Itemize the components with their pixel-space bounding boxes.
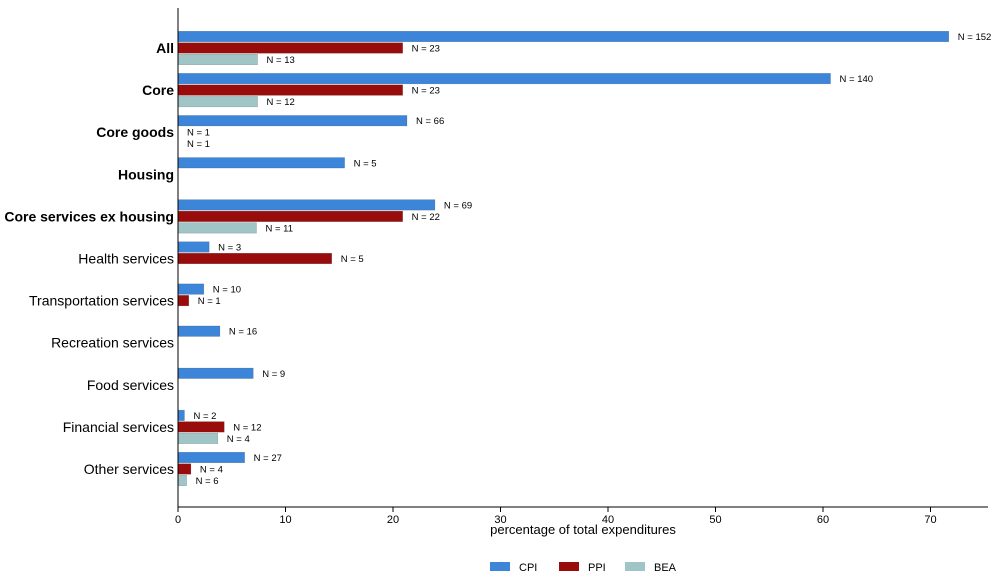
legend: CPI PPI BEA [490,562,677,574]
bar-cpi-core-services-ex-housing [177,199,436,211]
category-label-financial-services: Financial services [63,419,174,435]
x-axis-title: percentage of total expenditures [490,522,676,537]
bar-label-ppi-health-services: N = 5 [341,254,364,265]
bar-label-ppi-other-services: N = 4 [200,465,223,476]
bar-label-bea-core-services-ex-housing: N = 11 [265,223,293,234]
bar-label-cpi-food-services: N = 9 [262,369,285,380]
legend-label-ppi: PPI [588,562,606,574]
bar-label-cpi-other-services: N = 27 [254,453,282,464]
bar-label-ppi-all: N = 23 [412,44,440,55]
legend-swatch-bea [625,562,645,571]
category-label-core: Core [142,82,174,98]
bar-ppi-transportation-services [177,295,189,307]
category-label-core-goods: Core goods [96,124,174,140]
bar-ppi-health-services [177,253,332,264]
bar-ppi-core-services-ex-housing [177,210,403,222]
bar-label-cpi-transportation-services: N = 10 [213,285,241,296]
legend-label-cpi: CPI [519,562,537,574]
x-tick-label-60: 60 [817,514,829,526]
bar-cpi-housing [177,157,345,169]
bar-label-bea-core-goods: N = 1 [187,139,210,150]
bar-label-cpi-core: N = 140 [840,74,874,85]
bar-ppi-other-services [177,463,192,475]
x-tick-label-10: 10 [279,514,291,526]
bar-ppi-all [177,42,403,54]
bar-label-bea-financial-services: N = 4 [227,434,250,445]
bar-cpi-health-services [177,241,210,253]
category-label-food-services: Food services [87,377,174,393]
bar-label-bea-core: N = 12 [267,97,295,108]
x-tick-label-40: 40 [602,514,614,526]
bar-label-bea-all: N = 13 [267,55,295,66]
bar-bea-financial-services [177,432,219,444]
category-labels-layer: All Core Core goods Housing Core services ex… [4,40,174,477]
bar-bea-all [177,54,258,65]
bar-cpi-financial-services [177,409,185,421]
bar-ppi-core [177,84,403,96]
bar-label-cpi-all: N = 152 [958,32,992,43]
bar-bea-core-services-ex-housing [177,222,257,234]
legend-swatch-ppi [559,562,579,571]
x-ticks-layer: 0 10 20 30 40 50 60 70 [175,507,937,526]
x-tick-label-70: 70 [924,514,936,526]
bar-label-ppi-transportation-services: N = 1 [198,296,221,307]
bar-label-ppi-core: N = 23 [412,86,440,97]
category-label-health-services: Health services [78,251,174,267]
bar-label-cpi-core-goods: N = 66 [416,116,444,127]
axes-layer [177,8,988,508]
bar-label-cpi-core-services-ex-housing: N = 69 [444,200,472,211]
category-label-core-services-ex-housing: Core services ex housing [4,208,174,224]
bar-cpi-all [177,31,950,42]
x-tick-label-0: 0 [175,514,181,526]
bar-cpi-core [177,73,831,85]
bars-layer [177,31,950,486]
legend-swatch-cpi [490,562,510,571]
bar-cpi-food-services [177,367,254,379]
bar-bea-other-services [177,475,187,486]
legend-label-bea: BEA [654,562,677,574]
bar-ppi-financial-services [177,421,225,433]
bar-label-ppi-financial-services: N = 12 [233,422,261,433]
bar-label-cpi-housing: N = 5 [354,158,377,169]
x-tick-label-30: 30 [494,514,506,526]
bar-label-ppi-core-services-ex-housing: N = 22 [412,212,440,223]
bar-label-bea-other-services: N = 6 [196,476,219,487]
bar-cpi-recreation-services [177,325,221,337]
bar-label-ppi-core-goods: N = 1 [187,128,210,139]
bar-cpi-other-services [177,452,245,463]
category-label-all: All [156,40,174,56]
bar-cpi-core-goods [177,115,408,127]
bar-bea-core [177,96,258,108]
category-label-housing: Housing [118,166,174,182]
x-tick-label-50: 50 [709,514,721,526]
bar-label-cpi-recreation-services: N = 16 [229,327,257,338]
category-label-recreation-services: Recreation services [51,335,174,351]
bar-label-cpi-health-services: N = 3 [218,243,241,254]
category-label-transportation-services: Transportation services [29,293,174,309]
x-tick-label-20: 20 [387,514,399,526]
category-label-other-services: Other services [84,461,174,477]
bar-cpi-transportation-services [177,283,205,295]
bar-label-cpi-financial-services: N = 2 [193,411,216,422]
